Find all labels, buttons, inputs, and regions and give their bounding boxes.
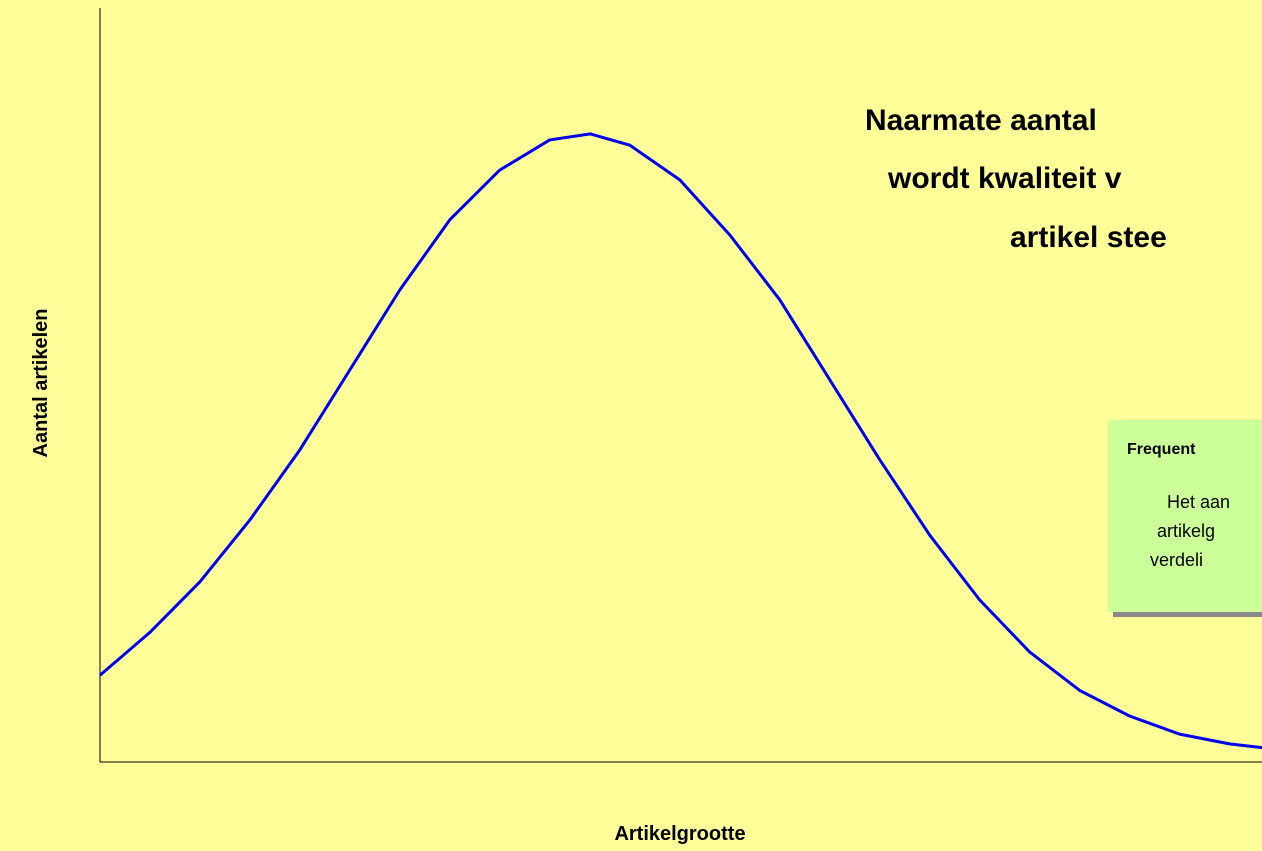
annotation-line: artikel stee <box>1010 221 1167 254</box>
y-axis-label: Aantal artikelen <box>30 309 52 458</box>
note-line: Het aan <box>1167 492 1230 512</box>
annotation-line: wordt kwaliteit v <box>887 162 1122 195</box>
note-box <box>1108 420 1262 612</box>
note-line: verdeli <box>1150 550 1203 570</box>
x-axis-label: Artikelgrootte <box>614 823 745 845</box>
note-line: artikelg <box>1157 521 1215 541</box>
note-title: Frequent <box>1127 441 1196 458</box>
annotation-line: Naarmate aantal <box>865 104 1097 137</box>
line <box>99 132 1262 750</box>
